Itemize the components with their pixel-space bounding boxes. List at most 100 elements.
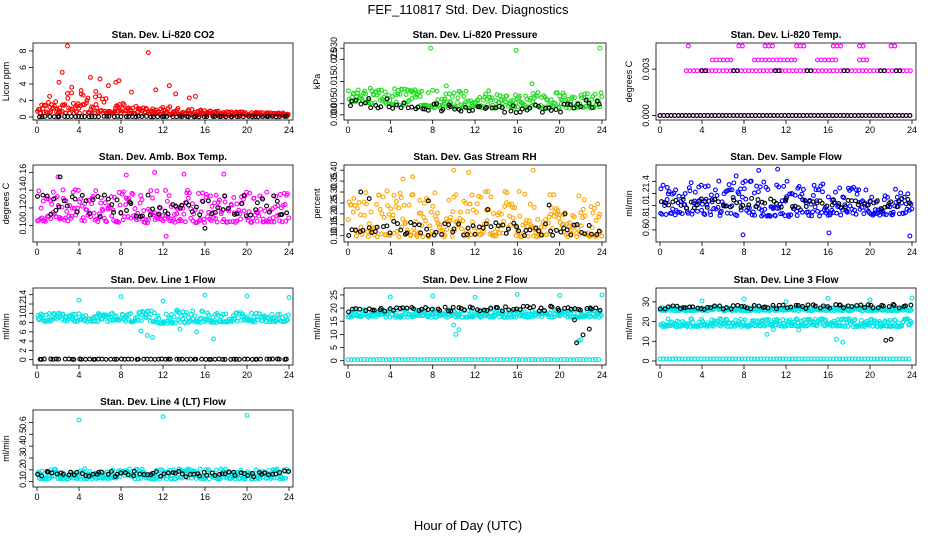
data-point — [355, 357, 360, 363]
data-point — [673, 197, 679, 203]
data-point — [764, 356, 770, 362]
data-point — [488, 97, 494, 103]
data-point — [570, 225, 576, 230]
data-point — [254, 200, 260, 206]
data-point — [197, 212, 203, 218]
panel-title: Stan. Dev. Li-820 Pressure — [413, 30, 538, 41]
data-point — [827, 356, 833, 362]
data-point — [279, 212, 285, 217]
data-point — [469, 192, 475, 198]
data-point — [193, 356, 199, 362]
data-point — [423, 218, 429, 224]
data-point — [370, 307, 376, 313]
data-point — [890, 209, 896, 215]
x-tick-label: 16 — [512, 125, 522, 135]
data-point — [419, 306, 424, 312]
data-point — [435, 312, 441, 318]
data-point — [695, 202, 701, 208]
data-point — [372, 100, 378, 106]
data-point — [770, 302, 776, 308]
data-point — [267, 319, 273, 325]
data-point — [522, 191, 528, 197]
data-point — [583, 97, 589, 103]
data-point — [219, 471, 225, 477]
data-point — [274, 198, 280, 204]
data-point — [236, 356, 242, 362]
data-point — [128, 311, 133, 317]
data-point — [748, 178, 754, 184]
data-point — [854, 191, 860, 197]
data-point — [551, 357, 557, 363]
data-point — [574, 340, 580, 346]
data-point — [575, 226, 581, 232]
y-tick-label: 0.10 — [329, 227, 339, 245]
data-point — [810, 209, 816, 215]
data-point — [92, 94, 98, 100]
data-point — [887, 204, 893, 210]
data-point — [96, 114, 101, 120]
data-point — [529, 357, 535, 363]
data-point — [502, 109, 508, 115]
data-point — [286, 215, 292, 221]
data-point — [796, 205, 801, 211]
data-point — [504, 357, 510, 363]
data-point — [200, 309, 206, 315]
data-point — [723, 305, 729, 311]
data-point — [871, 356, 877, 362]
data-point — [56, 114, 62, 119]
data-point — [555, 208, 561, 214]
data-point — [684, 205, 690, 211]
data-point — [399, 357, 405, 363]
data-point — [87, 211, 93, 217]
series-2 — [37, 113, 289, 120]
data-point — [861, 211, 867, 217]
x-tick-label: 24 — [284, 247, 294, 257]
data-point — [520, 303, 526, 309]
plot-frame — [32, 164, 294, 243]
data-point — [374, 201, 379, 207]
data-point — [510, 103, 516, 109]
data-point — [452, 106, 458, 112]
data-point — [204, 114, 210, 120]
data-point — [852, 317, 858, 322]
data-point — [465, 98, 471, 104]
data-point — [535, 90, 541, 96]
data-point — [346, 233, 352, 238]
data-point — [144, 113, 149, 119]
y-tick-label: 1.0 — [641, 199, 651, 212]
data-point — [673, 356, 679, 362]
data-point — [698, 306, 704, 312]
data-point — [825, 194, 831, 200]
data-point — [845, 323, 851, 329]
data-point — [516, 189, 522, 194]
x-tick-label: 20 — [555, 370, 565, 380]
data-point — [202, 292, 208, 298]
data-point — [764, 331, 770, 337]
data-point — [860, 43, 866, 49]
data-point — [53, 99, 59, 105]
panel-9: Stan. Dev. Line 3 Flow ml/min 0 4 8 12 16 20 24 0… — [624, 275, 917, 380]
panel-3: Stan. Dev. Li-820 Temp. degrees C 0 4 8 12 16 2… — [624, 30, 917, 135]
data-point — [762, 206, 768, 212]
data-point — [593, 357, 599, 363]
y-tick-label: 14 — [18, 290, 28, 300]
data-point — [63, 198, 69, 204]
x-tick-label: 0 — [34, 370, 39, 380]
data-point — [557, 293, 563, 298]
data-point — [582, 213, 588, 219]
x-tick-label: 8 — [430, 125, 435, 135]
data-point — [521, 232, 527, 238]
data-point — [548, 107, 554, 113]
data-point — [872, 207, 878, 213]
data-point — [558, 96, 564, 102]
data-point — [793, 302, 799, 308]
data-point — [78, 88, 84, 94]
data-point — [756, 167, 762, 173]
data-point — [434, 101, 440, 107]
data-point — [435, 97, 441, 103]
data-point — [816, 187, 821, 193]
data-point — [234, 201, 240, 207]
data-point — [182, 219, 188, 225]
data-point — [499, 308, 505, 314]
